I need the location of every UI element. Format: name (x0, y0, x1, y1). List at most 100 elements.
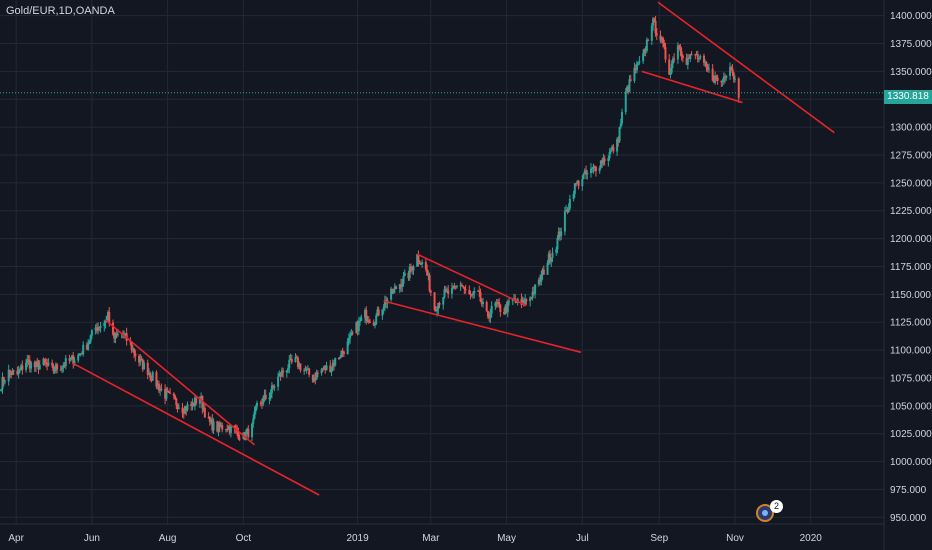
candle-body (688, 57, 691, 59)
candle-body (557, 231, 560, 239)
candle-body (453, 285, 456, 287)
candle-body (499, 304, 502, 312)
candle-body (133, 348, 136, 354)
candle-body (565, 210, 568, 212)
candle-body (629, 79, 632, 81)
candle-body (372, 322, 375, 326)
trendline[interactable] (383, 300, 582, 354)
candle-body (464, 288, 467, 291)
candle-body (270, 385, 273, 394)
candle-body (463, 287, 466, 289)
news-icon[interactable] (756, 504, 774, 522)
candle-body (619, 123, 622, 128)
candle-body (294, 357, 297, 363)
candle-body (426, 269, 429, 276)
candle-body (54, 364, 57, 371)
candle-body (643, 48, 646, 54)
trendline[interactable] (416, 253, 527, 307)
price-tick-label: 975.000 (890, 485, 927, 496)
last-price-label: 1330.818 (884, 90, 932, 104)
candle-body (337, 357, 340, 359)
candle-body (670, 63, 673, 73)
candle-body (478, 290, 481, 293)
candle-body (160, 388, 163, 390)
candle-body (11, 370, 14, 375)
candle-body (246, 428, 249, 433)
candle-body (227, 426, 230, 430)
candle-body (603, 158, 606, 162)
candle-body (525, 299, 528, 302)
candle-body (602, 158, 605, 164)
candle-body (473, 291, 476, 294)
candle-body (585, 170, 588, 175)
candle-body (416, 254, 419, 267)
candle-body (486, 311, 489, 317)
price-tick-label: 1175.000 (890, 262, 931, 273)
time-axis[interactable]: Apr Jun Aug Oct 2019 Mar May Jul Sep Nov 2020 (8, 533, 822, 544)
candle-body (192, 402, 195, 407)
candle-body (131, 348, 134, 350)
candle-body (642, 53, 645, 62)
candle-body (459, 284, 462, 287)
time-tick-label: Jun (84, 533, 100, 544)
candle-body (582, 174, 585, 180)
candle-body (99, 326, 102, 328)
candle-body (662, 37, 664, 44)
candle-body (30, 362, 33, 369)
price-tick-label: 1000.000 (890, 457, 932, 468)
candle-body (381, 309, 384, 316)
candle-body (477, 290, 480, 292)
candle-body (375, 315, 378, 325)
candle-body (2, 376, 5, 383)
candle-body (556, 238, 559, 250)
candle-body (634, 67, 637, 71)
trendlines[interactable] (72, 1, 835, 496)
candle-body (450, 288, 453, 294)
candle-body (94, 327, 97, 331)
candle-body (221, 425, 224, 430)
trendline[interactable] (641, 70, 743, 104)
candle-body (351, 332, 354, 334)
candle-body (181, 407, 184, 413)
candle-body (355, 322, 358, 333)
candle-body (454, 286, 457, 288)
candle-body (594, 166, 597, 172)
candle-body (323, 366, 326, 370)
candle-body (576, 180, 579, 185)
candle-body (647, 39, 650, 41)
candle-body (460, 284, 463, 287)
candle-body (90, 330, 93, 336)
candle-body (515, 301, 518, 303)
candle-body (259, 402, 262, 404)
candle-body (522, 300, 525, 306)
candle-body (539, 279, 542, 282)
candle-body (256, 402, 259, 407)
candle-body (400, 284, 403, 287)
candle-body (42, 358, 45, 365)
candle-body (650, 25, 653, 41)
news-icon-dot (762, 510, 768, 516)
trendline[interactable] (105, 319, 256, 446)
candle-body (0, 389, 3, 392)
trendline[interactable] (72, 362, 320, 496)
candle-body (71, 355, 74, 358)
trendline[interactable] (657, 1, 835, 134)
candle-body (360, 317, 363, 321)
candle-body (558, 231, 561, 236)
candle-body (540, 274, 543, 282)
candle-body (176, 404, 179, 410)
news-count-badge[interactable]: 2 (770, 500, 783, 513)
price-axis[interactable]: 950.000 975.000 1000.000 1025.000 1050.000 10… (890, 11, 932, 524)
candle-body (12, 370, 15, 372)
symbol-legend[interactable]: Gold/EUR, 1D, OANDA (6, 5, 115, 17)
candle-body (253, 411, 256, 419)
candle-body (80, 353, 83, 355)
candle-body (315, 372, 318, 380)
candle-body (340, 350, 343, 358)
candle-body (10, 372, 13, 375)
candle-body (542, 269, 545, 275)
candle-body (592, 166, 595, 169)
candle-body (107, 312, 110, 316)
candle-body (479, 292, 482, 302)
